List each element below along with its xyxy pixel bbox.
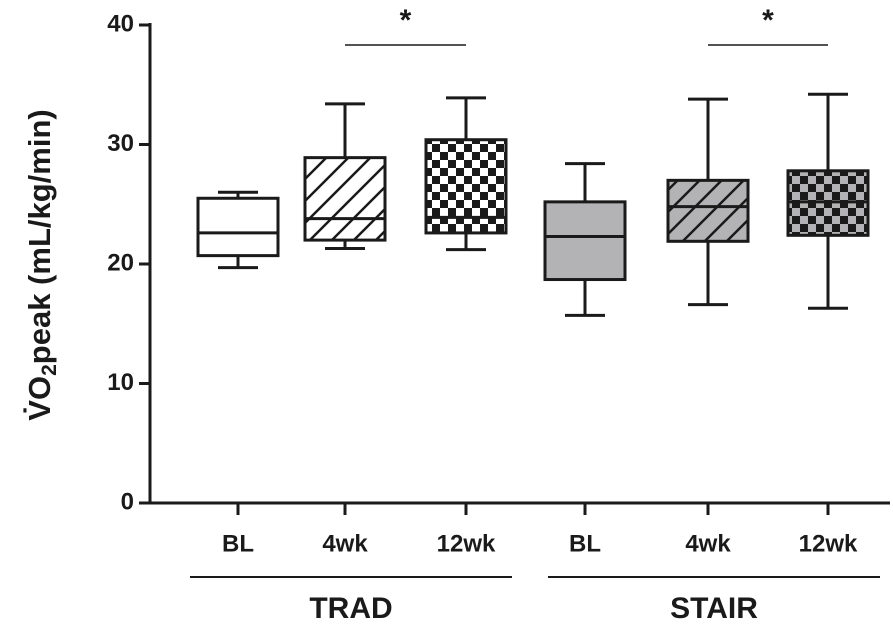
box (303, 156, 387, 242)
group-label: STAIR (670, 592, 758, 625)
x-tick-label: 12wk (437, 530, 496, 557)
x-tick-label: 4wk (685, 530, 731, 557)
box (424, 138, 508, 235)
group-label: TRAD (309, 592, 392, 625)
significance-label: * (762, 4, 774, 37)
y-label-rest: peak (mL/kg/min) (22, 109, 57, 364)
significance-label: * (400, 4, 412, 37)
y-label-main: V̇O (22, 376, 57, 421)
x-tick-label: 4wk (322, 530, 368, 557)
y-tick-label: 20 (107, 249, 134, 276)
y-tick-label: 30 (107, 130, 134, 157)
y-tick-label: 10 (107, 369, 134, 396)
y-label-sub: 2 (38, 364, 61, 376)
x-tick-label: 12wk (799, 530, 858, 557)
y-tick-label: 40 (107, 10, 134, 37)
x-tick-label: BL (222, 530, 254, 557)
box (196, 196, 280, 258)
x-tick-label: BL (569, 530, 601, 557)
box (543, 200, 627, 282)
box (666, 178, 750, 243)
y-axis-label: V̇O2peak (mL/kg/min) (22, 109, 61, 420)
y-tick-label: 0 (121, 488, 134, 515)
